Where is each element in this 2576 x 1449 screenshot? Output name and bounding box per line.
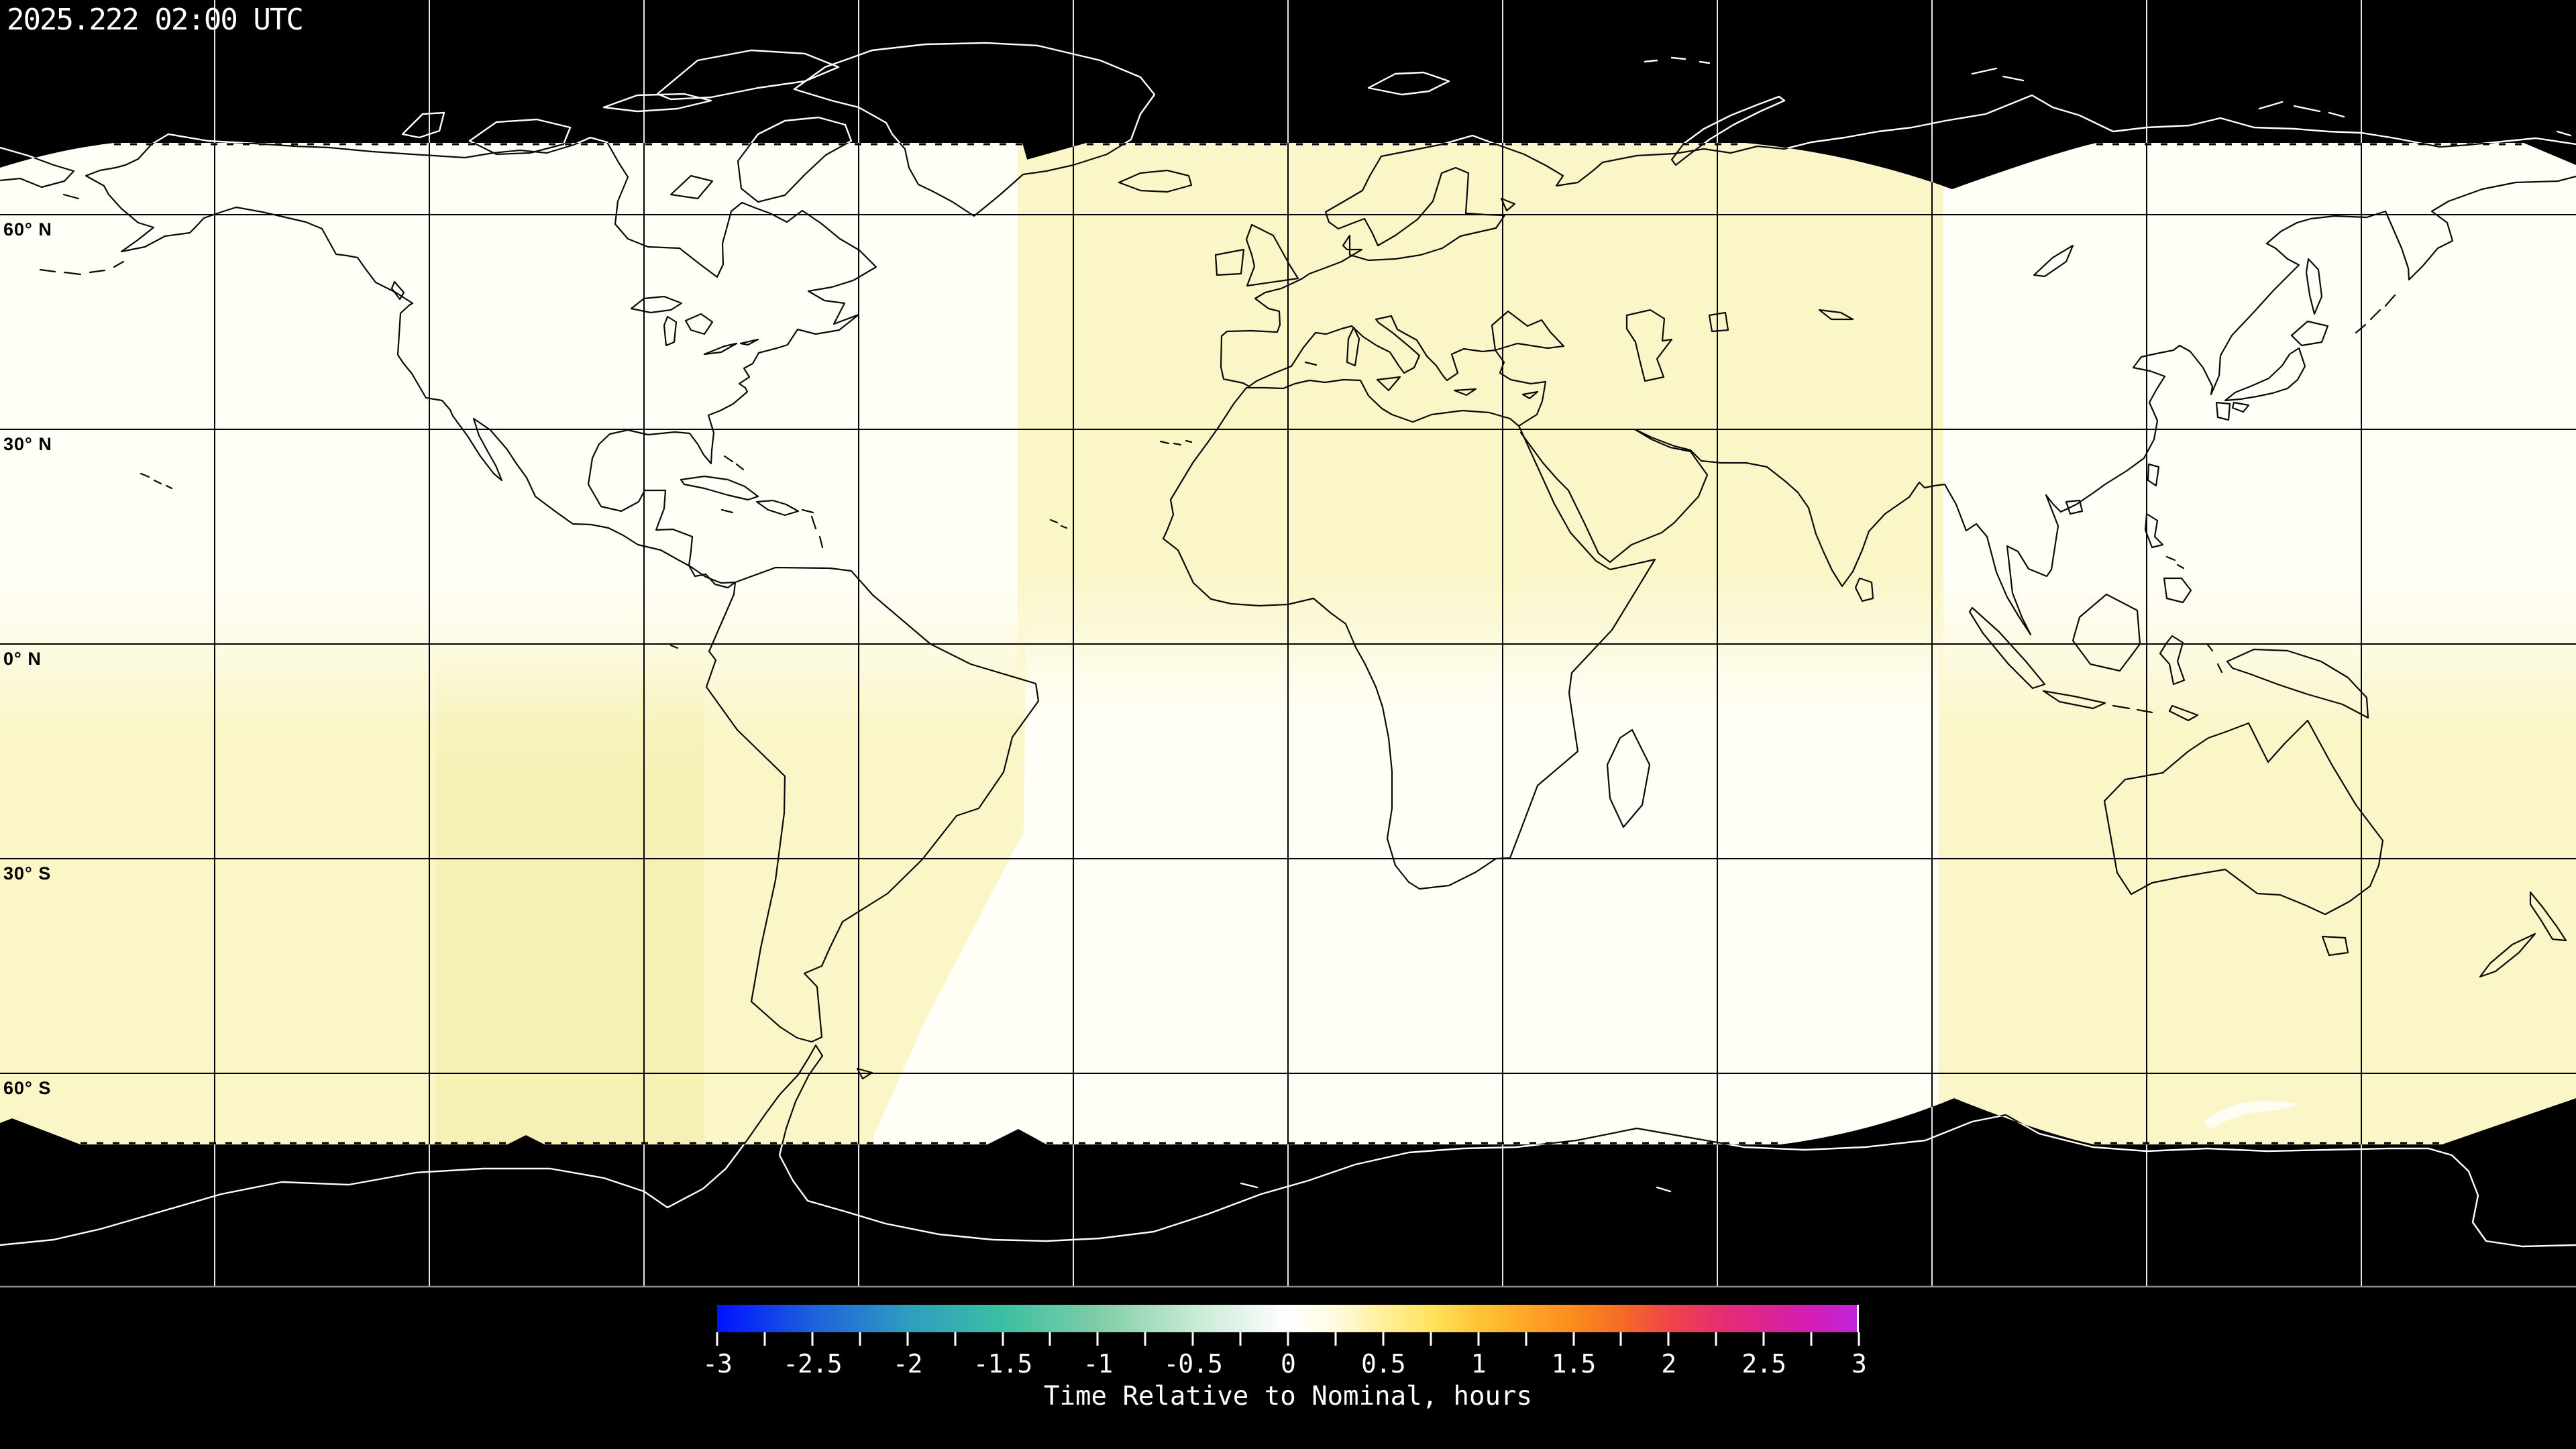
colorbar-tick bbox=[1430, 1332, 1432, 1346]
late-swath-north-center bbox=[1018, 143, 1943, 718]
coverage-boundary-dashes bbox=[80, 143, 2524, 1144]
colorbar-tick-label: -2.5 bbox=[783, 1349, 843, 1379]
colorbar-tick bbox=[1477, 1332, 1480, 1346]
latitude-label: 60° N bbox=[3, 219, 52, 239]
colorbar-gradient bbox=[717, 1305, 1859, 1332]
colorbar-tick bbox=[1096, 1332, 1099, 1346]
colorbar-tick bbox=[1667, 1332, 1670, 1346]
colorbar-tick bbox=[1572, 1332, 1574, 1346]
colorbar: -3 -2.5 -2 -1.5 -1 -0.5 0 0.5 1 1.5 2 2.5 3 Time Rel… bbox=[702, 1305, 1867, 1449]
nominal-curl bbox=[2204, 1100, 2298, 1130]
colorbar-tick bbox=[1762, 1332, 1765, 1346]
colorbar-tick-label: -1 bbox=[1083, 1349, 1113, 1379]
colorbar-tick-label: -0.5 bbox=[1163, 1349, 1223, 1379]
colorbar-tick bbox=[1858, 1332, 1860, 1346]
colorbar-tick-label: 1.5 bbox=[1551, 1349, 1597, 1379]
late-swath-south-east bbox=[1939, 580, 2576, 1144]
latitude-label: 60° S bbox=[3, 1078, 52, 1098]
colorbar-tick bbox=[1191, 1332, 1194, 1346]
colorbar-tick bbox=[1382, 1332, 1385, 1346]
world-map bbox=[0, 0, 2576, 1288]
colorbar-tick bbox=[1619, 1332, 1622, 1346]
colorbar-tick bbox=[1144, 1332, 1146, 1346]
late-swath-deep-stripe bbox=[436, 644, 704, 1144]
colorbar-title: Time Relative to Nominal, hours bbox=[1044, 1381, 1532, 1411]
colorbar-tick bbox=[859, 1332, 861, 1346]
colorbar-tick-label: 0.5 bbox=[1361, 1349, 1406, 1379]
colorbar-tick-label: 3 bbox=[1851, 1349, 1867, 1379]
colorbar-tick bbox=[1715, 1332, 1717, 1346]
colorbar-tick-label: 0 bbox=[1281, 1349, 1296, 1379]
colorbar-tick bbox=[716, 1332, 718, 1346]
colorbar-tick bbox=[811, 1332, 814, 1346]
colorbar-tick bbox=[1810, 1332, 1813, 1346]
colorbar-tick-label: 2 bbox=[1661, 1349, 1676, 1379]
colorbar-tick-labels: -3 -2.5 -2 -1.5 -1 -0.5 0 0.5 1 1.5 2 2.5 3 bbox=[702, 1349, 1867, 1383]
colorbar-tick bbox=[1002, 1332, 1004, 1346]
colorbar-tick bbox=[1525, 1332, 1527, 1346]
colorbar-tick bbox=[1334, 1332, 1337, 1346]
colorbar-tick bbox=[954, 1332, 957, 1346]
colorbar-tick bbox=[1287, 1332, 1289, 1346]
latitude-label: 30° S bbox=[3, 863, 52, 883]
colorbar-tick bbox=[763, 1332, 766, 1346]
colorbar-ticks bbox=[716, 1332, 1860, 1346]
colorbar-tick-label: 1 bbox=[1470, 1349, 1487, 1379]
gridlines-data bbox=[0, 0, 2576, 1287]
colorbar-tick-label: -1.5 bbox=[973, 1349, 1033, 1379]
latitude-label: 30° N bbox=[3, 434, 52, 454]
colorbar-tick bbox=[1239, 1332, 1242, 1346]
colorbar-tick bbox=[1049, 1332, 1051, 1346]
colorbar-tick-label: -3 bbox=[702, 1349, 733, 1379]
latitude-label: 0° N bbox=[3, 649, 42, 669]
timestamp: 2025.222 02:00 UTC bbox=[7, 3, 304, 37]
colorbar-tick-label: 2.5 bbox=[1741, 1349, 1786, 1379]
colorbar-tick bbox=[906, 1332, 909, 1346]
colorbar-tick-label: -2 bbox=[892, 1349, 923, 1379]
